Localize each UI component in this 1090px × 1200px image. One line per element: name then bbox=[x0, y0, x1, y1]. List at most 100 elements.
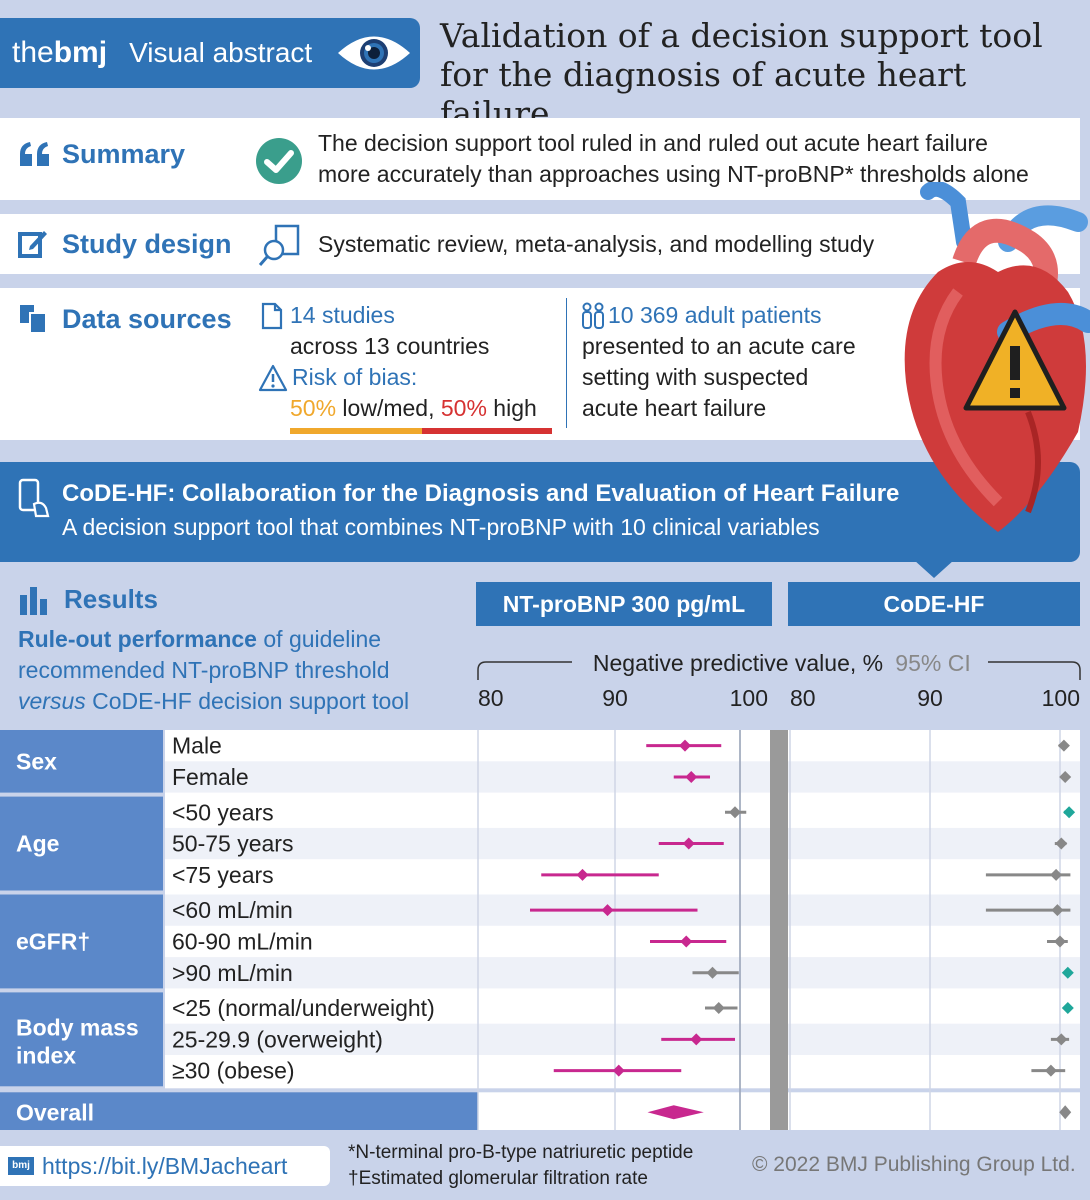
summary-panel bbox=[0, 118, 1080, 200]
row-label: 60-90 mL/min bbox=[172, 928, 313, 954]
phone-icon bbox=[18, 478, 50, 518]
overall-label: Overall bbox=[16, 1099, 94, 1125]
group-cell-0 bbox=[0, 730, 163, 793]
study-design-panel bbox=[0, 214, 1080, 274]
overall-diamond-codehf bbox=[1059, 1105, 1072, 1120]
point-estimate bbox=[1055, 837, 1068, 850]
summary-text: The decision support tool ruled in and r… bbox=[318, 130, 1029, 187]
point-estimate bbox=[1057, 739, 1070, 752]
tick-label-code-80: 80 bbox=[790, 685, 816, 711]
bmj-logo-icon: bmj bbox=[8, 1157, 34, 1175]
study-design-text: Systematic review, meta-analysis, and mo… bbox=[318, 231, 875, 257]
point-estimate bbox=[680, 935, 693, 948]
check-icon bbox=[256, 138, 302, 184]
row-label: >90 mL/min bbox=[172, 960, 293, 986]
column-header-codehf: CoDE-HF bbox=[788, 582, 1080, 626]
panel-separator bbox=[770, 730, 788, 1130]
row-label: Male bbox=[172, 733, 222, 759]
brand-the: the bbox=[12, 36, 54, 69]
row-band bbox=[165, 957, 1080, 989]
point-estimate bbox=[1061, 966, 1074, 979]
group-label: index bbox=[16, 1042, 76, 1068]
bar-chart-icon bbox=[20, 586, 47, 615]
axis-bracket-right bbox=[988, 661, 1081, 680]
row-label: <50 years bbox=[172, 799, 274, 825]
group-cell-1 bbox=[0, 796, 163, 891]
point-estimate bbox=[1051, 904, 1064, 917]
axis-title: Negative predictive value, % bbox=[593, 650, 883, 676]
footnotes: *N-terminal pro-B-type natriuretic pepti… bbox=[348, 1142, 694, 1189]
brand-label: Visual abstract bbox=[129, 37, 313, 68]
patients-text: presented to an acute care setting with … bbox=[582, 333, 856, 421]
codehf-title: CoDE-HF: Collaboration for the Diagnosis… bbox=[62, 480, 900, 507]
row-label: Female bbox=[172, 764, 249, 790]
data-sources-panel bbox=[0, 288, 1080, 440]
pencil-icon bbox=[18, 231, 47, 258]
brand-banner: the bmj Visual abstract bbox=[0, 18, 420, 88]
document-icon bbox=[261, 302, 283, 330]
overall-diamond-ntprobnp bbox=[647, 1105, 704, 1120]
codehf-subtitle: A decision support tool that combines NT… bbox=[62, 514, 820, 540]
point-estimate bbox=[1061, 1002, 1074, 1015]
point-estimate bbox=[712, 1002, 725, 1015]
point-estimate bbox=[601, 904, 614, 917]
page-title: Validation of a decision support tool fo… bbox=[440, 16, 1043, 133]
eye-icon bbox=[338, 36, 411, 70]
point-estimate bbox=[1050, 868, 1063, 881]
point-estimate bbox=[685, 770, 698, 783]
tick-label-nt-90: 90 bbox=[602, 685, 628, 711]
tick-label-nt-80: 80 bbox=[478, 685, 504, 711]
studies-count: 14 studies bbox=[290, 302, 395, 328]
risk-bar-low bbox=[290, 428, 422, 434]
point-estimate bbox=[729, 806, 741, 819]
search-document-icon bbox=[258, 224, 300, 266]
risk-bar-high bbox=[422, 428, 552, 434]
tick-label-code-90: 90 bbox=[917, 685, 943, 711]
group-cell-3 bbox=[0, 992, 163, 1087]
codehf-banner bbox=[0, 462, 1080, 562]
row-label: 25-29.9 (overweight) bbox=[172, 1026, 383, 1052]
row-label: ≥30 (obese) bbox=[172, 1058, 295, 1084]
group-label: Body mass bbox=[16, 1014, 139, 1040]
summary-label: Summary bbox=[62, 139, 186, 169]
row-band bbox=[165, 761, 1080, 793]
countries-text: across 13 countries bbox=[290, 333, 490, 359]
point-estimate bbox=[1044, 1064, 1057, 1077]
point-estimate bbox=[706, 966, 719, 979]
data-sources-label: Data sources bbox=[62, 304, 232, 334]
study-design-label: Study design bbox=[62, 229, 232, 259]
forest-plot: Negative predictive value, % 95% CI 80 90 10… bbox=[0, 650, 1081, 1130]
row-band bbox=[165, 1023, 1080, 1055]
tick-label-nt-100: 100 bbox=[730, 685, 768, 711]
point-estimate bbox=[690, 1033, 703, 1046]
warning-sign-icon bbox=[963, 309, 1067, 411]
point-estimate bbox=[1055, 1033, 1068, 1046]
row-label: <75 years bbox=[172, 862, 274, 888]
short-link[interactable]: bmj https://bit.ly/BMJacheart bbox=[0, 1146, 330, 1186]
point-estimate bbox=[612, 1064, 625, 1077]
row-label: <25 (normal/underweight) bbox=[172, 995, 435, 1021]
people-icon bbox=[582, 302, 604, 329]
point-estimate bbox=[1054, 935, 1066, 948]
column-divider bbox=[566, 298, 567, 428]
group-cell-2 bbox=[0, 894, 163, 989]
copyright: © 2022 BMJ Publishing Group Ltd. bbox=[752, 1153, 1076, 1176]
results-title: Results bbox=[18, 584, 158, 615]
point-estimate bbox=[682, 837, 695, 850]
brand-bmj: bmj bbox=[53, 36, 108, 69]
patients-count: 10 369 adult patients bbox=[608, 302, 822, 328]
tick-label-code-100: 100 bbox=[1042, 685, 1080, 711]
row-band bbox=[165, 827, 1080, 860]
results-description: Rule-out performance of guideline recomm… bbox=[18, 626, 410, 714]
risk-label: Risk of bias: bbox=[292, 364, 418, 390]
overall-label-cell bbox=[0, 1092, 478, 1130]
point-estimate bbox=[1063, 806, 1076, 819]
point-estimate bbox=[679, 739, 691, 752]
row-label: 50-75 years bbox=[172, 831, 293, 857]
ci-label: 95% CI bbox=[895, 650, 970, 676]
point-estimate bbox=[1059, 770, 1072, 783]
column-header-ntprobnp: NT-proBNP 300 pg/mL bbox=[476, 582, 772, 626]
group-label: Sex bbox=[16, 748, 57, 774]
group-label: eGFR† bbox=[16, 928, 90, 954]
documents-icon bbox=[20, 305, 47, 334]
